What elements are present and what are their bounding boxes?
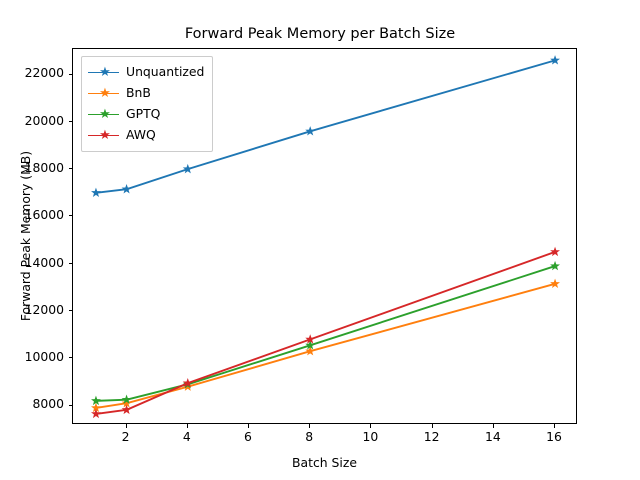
y-tick-mark — [68, 310, 72, 312]
x-tick-label: 6 — [244, 429, 252, 444]
legend-swatch: ★ — [88, 106, 119, 122]
x-tick-mark — [554, 424, 556, 428]
x-tick-mark — [492, 424, 494, 428]
y-tick-label: 8000 — [32, 396, 64, 412]
data-point-marker — [121, 398, 132, 408]
data-lines — [91, 55, 560, 419]
y-tick-label: 12000 — [24, 301, 64, 317]
y-tick-label: 18000 — [24, 159, 64, 175]
x-tick-mark — [370, 424, 372, 428]
data-point-marker — [121, 404, 132, 415]
legend-swatch: ★ — [88, 85, 119, 101]
data-point-marker — [305, 126, 316, 136]
legend-line-icon — [88, 113, 119, 116]
y-tick-mark — [68, 215, 72, 217]
data-point-marker — [91, 402, 101, 413]
x-tick-label: 10 — [362, 429, 379, 444]
y-axis-label: Forward Peak Memory (MB) — [18, 150, 33, 322]
y-tick-mark — [68, 168, 72, 170]
x-tick-label: 4 — [182, 429, 191, 444]
data-point-marker — [305, 346, 316, 356]
y-tick-label: 20000 — [24, 112, 64, 128]
series-bnb — [91, 278, 560, 413]
x-tick-label: 2 — [121, 429, 130, 444]
y-tick-mark — [68, 73, 72, 75]
legend-label: AWQ — [126, 127, 156, 143]
data-point-marker — [182, 163, 193, 174]
x-tick-label: 14 — [484, 429, 501, 444]
y-tick-label: 10000 — [24, 349, 64, 365]
series-unquantized — [91, 55, 560, 197]
y-tick-label: 16000 — [24, 207, 64, 223]
y-tick-label: 22000 — [24, 65, 64, 81]
legend-label: Unquantized — [126, 64, 205, 80]
y-tick-label: 14000 — [24, 254, 64, 270]
data-point-marker — [550, 260, 560, 271]
data-point-marker — [91, 408, 101, 419]
star-marker-icon: ★ — [99, 127, 111, 143]
x-tick-mark — [431, 424, 433, 428]
x-tick-mark — [125, 424, 127, 428]
data-point-marker — [305, 334, 316, 344]
legend-item-bnb[interactable]: ★ BnB — [88, 83, 204, 104]
chart-legend: ★ Unquantized ★ BnB ★ GPTQ ★ AWQ — [81, 56, 214, 152]
y-tick-mark — [68, 404, 72, 406]
data-point-marker — [121, 184, 132, 194]
legend-item-gptq[interactable]: ★ GPTQ — [88, 104, 204, 125]
data-point-marker — [305, 340, 316, 350]
chart-title: Forward Peak Memory per Batch Size — [184, 26, 456, 42]
legend-line-icon — [88, 92, 119, 95]
data-point-marker — [550, 55, 560, 65]
x-tick-mark — [309, 424, 311, 428]
data-point-marker — [91, 187, 101, 197]
legend-label: BnB — [126, 85, 151, 101]
legend-line-icon — [88, 71, 119, 74]
legend-label: GPTQ — [126, 106, 161, 122]
legend-line-icon — [88, 134, 119, 137]
x-tick-mark — [247, 424, 249, 428]
data-point-marker — [182, 377, 193, 388]
y-tick-mark — [68, 120, 72, 122]
legend-item-unquantized[interactable]: ★ Unquantized — [88, 62, 204, 83]
star-marker-icon: ★ — [99, 64, 111, 80]
x-tick-mark — [186, 424, 188, 428]
y-tick-mark — [68, 357, 72, 359]
x-tick-label: 12 — [423, 429, 440, 444]
data-point-marker — [91, 395, 101, 406]
plot-area — [72, 48, 577, 424]
x-axis-label: Batch Size — [292, 455, 357, 470]
legend-swatch: ★ — [88, 127, 119, 143]
legend-item-awq[interactable]: ★ AWQ — [88, 125, 204, 146]
data-point-marker — [121, 394, 132, 404]
x-tick-label: 8 — [305, 429, 314, 444]
data-point-marker — [550, 246, 560, 257]
legend-swatch: ★ — [88, 64, 119, 80]
series-awq — [91, 246, 560, 419]
star-marker-icon: ★ — [99, 106, 111, 122]
data-point-marker — [550, 278, 560, 289]
x-tick-label: 16 — [546, 429, 562, 444]
y-tick-mark — [68, 262, 72, 264]
star-marker-icon: ★ — [99, 85, 111, 101]
